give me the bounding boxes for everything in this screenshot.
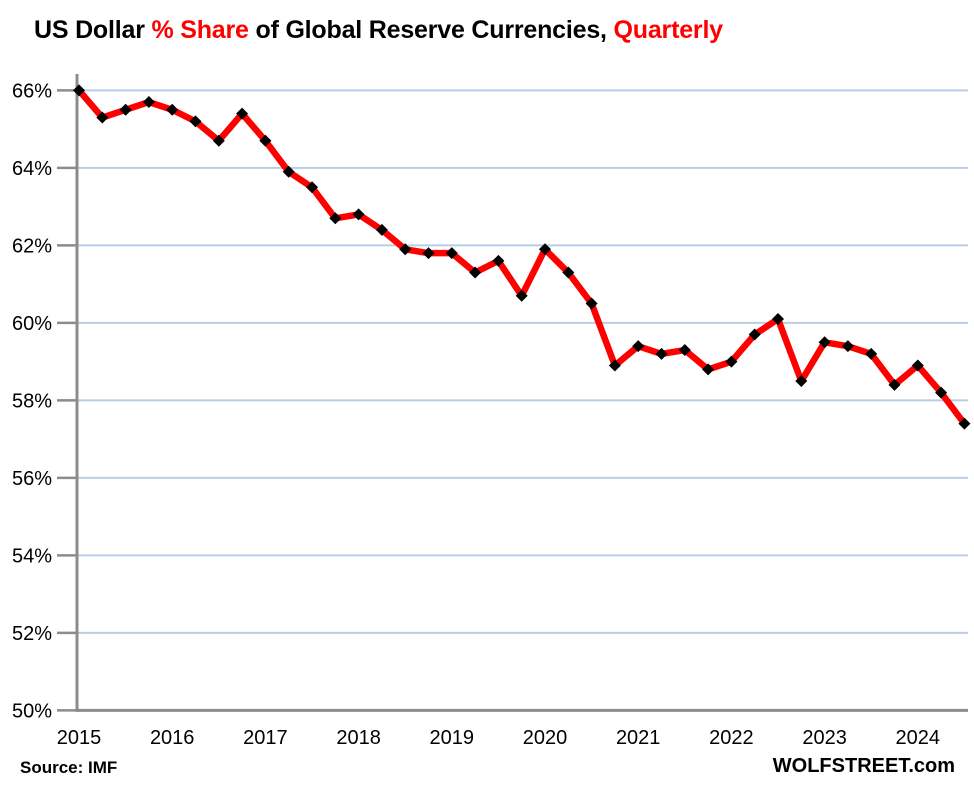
y-tick-label: 54% — [12, 545, 52, 567]
data-point-marker — [515, 289, 528, 302]
y-tick-label: 52% — [12, 623, 52, 645]
gridlines — [77, 89, 968, 712]
x-tick-label: 2017 — [243, 727, 288, 749]
data-point-marker — [911, 359, 924, 372]
x-axis-labels: 2015 2016 2017 2018 2019 2020 2021 2022 2023 2024 — [57, 727, 940, 749]
data-point-marker — [795, 375, 808, 388]
data-point-marker — [445, 247, 458, 260]
data-point-marker — [282, 165, 295, 178]
y-tick-label: 56% — [12, 468, 52, 490]
data-point-marker — [96, 111, 109, 124]
data-point-marker — [725, 355, 738, 368]
data-point-marker — [375, 223, 388, 236]
x-tick-label: 2023 — [802, 727, 847, 749]
data-point-marker — [166, 103, 179, 116]
x-tick-label: 2019 — [430, 727, 475, 749]
y-tick-label: 64% — [12, 158, 52, 180]
data-point-marker — [119, 103, 132, 116]
data-point-marker — [655, 347, 668, 360]
data-point-marker — [469, 266, 482, 279]
data-point-marker — [841, 340, 854, 353]
data-line — [75, 87, 968, 427]
x-tick-label: 2018 — [336, 727, 381, 749]
data-point-marker — [329, 212, 342, 225]
data-point-marker — [632, 340, 645, 353]
data-point-marker — [958, 417, 971, 430]
brand-label: WOLFSTREET.com — [772, 755, 955, 777]
title-part-1: US Dollar — [34, 16, 152, 44]
x-tick-label: 2020 — [523, 727, 568, 749]
data-point-marker — [748, 328, 761, 341]
title-part-3: of Global Reserve Currencies, — [248, 16, 614, 44]
x-tick-label: 2015 — [57, 727, 102, 749]
y-axis-labels: 50% 52% 54% 56% 58% 60% 62% 64% 66% — [12, 80, 52, 722]
data-point-marker — [422, 247, 435, 260]
data-point-marker — [935, 386, 948, 399]
x-tick-label: 2021 — [616, 727, 661, 749]
data-point-marker — [73, 84, 85, 97]
data-point-marker — [212, 134, 225, 147]
y-tick-label: 60% — [12, 313, 52, 335]
y-axis-ticks — [57, 89, 77, 712]
data-point-marker — [562, 266, 575, 279]
data-point-marker — [352, 208, 365, 221]
title-part-4-accent: Quarterly — [613, 16, 724, 44]
x-tick-label: 2024 — [896, 727, 941, 749]
x-tick-label: 2016 — [150, 727, 195, 749]
data-point-marker — [492, 254, 505, 267]
data-point-marker — [189, 115, 202, 128]
data-point-marker — [865, 347, 878, 360]
source-label: Source: IMF — [20, 758, 118, 777]
data-point-marker — [142, 96, 155, 109]
data-point-marker — [236, 107, 249, 120]
data-point-marker — [702, 363, 715, 376]
y-tick-label: 62% — [12, 235, 52, 257]
y-tick-label: 66% — [12, 80, 52, 102]
data-point-marker — [608, 359, 621, 372]
data-point-marker — [585, 297, 598, 310]
title-part-2-accent: % Share — [151, 16, 249, 44]
y-tick-label: 58% — [12, 390, 52, 412]
chart-title: US Dollar % Share of Global Reserve Curr… — [34, 16, 723, 45]
data-point-marker — [306, 181, 318, 194]
y-tick-label: 50% — [12, 700, 52, 722]
x-tick-label: 2022 — [709, 727, 754, 749]
data-point-marker — [772, 313, 784, 326]
data-point-marker — [259, 134, 272, 147]
data-point-markers — [73, 84, 971, 430]
data-point-marker — [818, 336, 831, 349]
data-point-marker — [539, 243, 551, 256]
data-point-marker — [678, 344, 691, 357]
data-point-marker — [399, 243, 412, 256]
data-point-marker — [888, 378, 901, 391]
